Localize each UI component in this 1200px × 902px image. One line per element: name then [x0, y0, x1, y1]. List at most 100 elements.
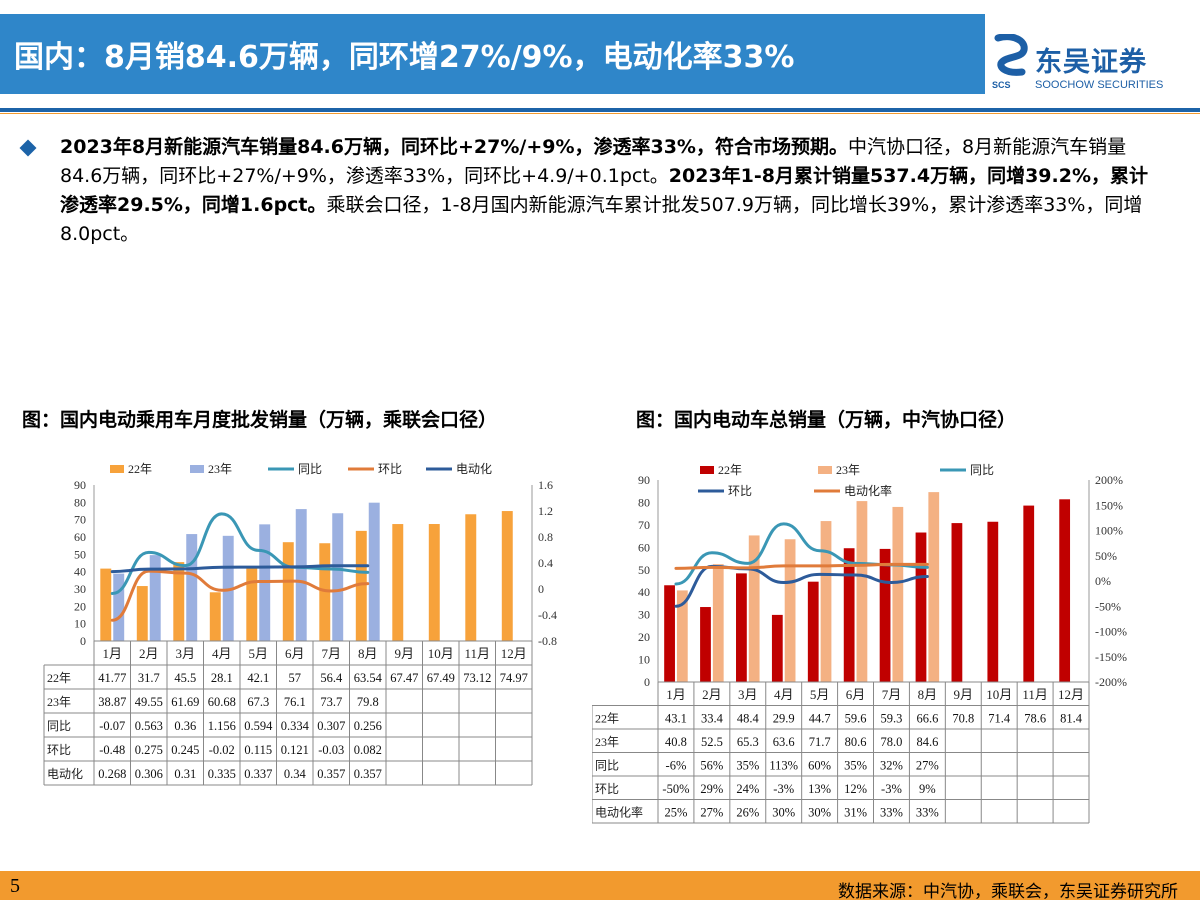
table-cell: 24%	[736, 782, 759, 796]
table-cell: 0.357	[354, 767, 382, 781]
left-tick-label: 60	[74, 530, 86, 544]
table-cell: -0.07	[99, 719, 125, 733]
table-cell: 70.8	[952, 711, 974, 725]
table-cell: 33.4	[701, 711, 724, 725]
header-divider-accent	[0, 113, 1200, 114]
table-cell: -0.48	[99, 743, 125, 757]
table-cell: 0.245	[171, 743, 199, 757]
right-tick-label: 150%	[1095, 498, 1123, 512]
left-tick-label: 10	[638, 653, 650, 667]
bar-23年	[186, 534, 198, 641]
left-tick-label: 40	[74, 565, 86, 579]
summary-highlight-2: 2023年1-8月累计销量537.4万辆，同增39.2%，累计渗透率29.5%，…	[60, 165, 1149, 216]
right-tick-label: -100%	[1095, 625, 1127, 639]
right-tick-label: -150%	[1095, 650, 1127, 664]
table-cell: 66.6	[916, 711, 938, 725]
right-tick-label: -50%	[1095, 599, 1121, 613]
bar-22年	[951, 523, 963, 682]
table-cell: 65.3	[737, 735, 759, 749]
bar-22年	[173, 562, 185, 641]
table-cell: 71.4	[988, 711, 1011, 725]
legend-swatch-22年	[110, 465, 124, 473]
table-cell: 42.1	[247, 671, 269, 685]
left-tick-label: 20	[638, 630, 650, 644]
left-tick-label: 60	[638, 540, 650, 554]
table-cell: 52.5	[701, 735, 723, 749]
table-cell: 0.335	[208, 767, 236, 781]
left-tick-label: 10	[74, 617, 86, 631]
bar-23年	[892, 506, 904, 682]
table-cell: 113%	[769, 758, 798, 772]
bar-23年	[368, 502, 380, 641]
bar-22年	[879, 548, 891, 682]
table-cell: 40.8	[665, 735, 687, 749]
table-cell: 79.8	[357, 695, 379, 709]
x-tick-label: 4月	[774, 687, 794, 702]
table-cell: 27%	[700, 805, 723, 819]
table-cell: 63.6	[773, 735, 795, 749]
table-cell: 60%	[808, 758, 831, 772]
bar-22年	[1059, 499, 1071, 682]
table-cell: 35%	[736, 758, 759, 772]
table-cell: 0.594	[244, 719, 273, 733]
left-tick-label: 90	[638, 473, 650, 487]
table-cell: 28.1	[211, 671, 233, 685]
table-cell: 33%	[916, 805, 939, 819]
bar-23年	[820, 521, 832, 682]
logo-chinese-name: 东吴证券	[1035, 47, 1147, 78]
right-tick-label: 1.2	[538, 504, 553, 518]
summary-highlight-1: 2023年8月新能源汽车销量84.6万辆，同环比+27%/+9%，渗透率33%，…	[60, 136, 848, 158]
bar-22年	[282, 542, 294, 641]
bar-22年	[807, 581, 819, 682]
bar-23年	[712, 564, 724, 682]
table-cell: 49.55	[135, 695, 163, 709]
table-cell: 76.1	[284, 695, 306, 709]
logo-abbreviation: SCS	[992, 80, 1011, 90]
bar-22年	[209, 592, 221, 641]
legend-label-电动化率: 电动化率	[844, 483, 892, 498]
legend-swatch-23年	[190, 465, 204, 473]
table-row-label: 同比	[595, 758, 619, 772]
table-cell: 26%	[736, 805, 759, 819]
table-cell: 67.3	[247, 695, 269, 709]
table-cell: 0.334	[281, 719, 310, 733]
bar-23年	[748, 535, 760, 682]
table-cell: 73.12	[463, 671, 491, 685]
logo-mark-icon	[994, 34, 1028, 76]
x-tick-label: 9月	[394, 646, 414, 661]
table-cell: 31%	[844, 805, 867, 819]
table-cell: 41.77	[98, 671, 126, 685]
table-cell: 0.121	[281, 743, 309, 757]
table-cell: 57	[289, 671, 302, 685]
table-cell: 29%	[700, 782, 723, 796]
x-tick-label: 8月	[918, 687, 938, 702]
x-tick-label: 1月	[666, 687, 686, 702]
table-cell: 71.7	[809, 735, 831, 749]
table-cell: 78.6	[1024, 711, 1046, 725]
table-cell: -0.03	[318, 743, 344, 757]
x-tick-label: 3月	[738, 687, 758, 702]
table-cell: 35%	[844, 758, 867, 772]
left-tick-label: 80	[74, 495, 86, 509]
table-cell: 0.275	[135, 743, 163, 757]
legend-label-23年: 23年	[208, 462, 232, 476]
table-cell: 63.54	[354, 671, 383, 685]
table-cell: 43.1	[665, 711, 687, 725]
table-cell: 1.156	[208, 719, 236, 733]
table-cell: 0.115	[244, 743, 272, 757]
right-tick-label: 1.6	[538, 478, 553, 492]
x-tick-label: 11月	[464, 646, 490, 661]
table-cell: 44.7	[809, 711, 831, 725]
table-cell: 0.337	[244, 767, 272, 781]
legend-label-23年: 23年	[836, 463, 860, 477]
table-cell: 74.97	[500, 671, 528, 685]
table-cell: 38.87	[98, 695, 126, 709]
x-tick-label: 6月	[846, 687, 866, 702]
table-cell: 56.4	[320, 671, 343, 685]
x-tick-label: 7月	[321, 646, 341, 661]
bar-22年	[843, 548, 855, 682]
legend-label-电动化: 电动化	[456, 462, 492, 476]
x-tick-label: 2月	[702, 687, 722, 702]
table-cell: 61.69	[171, 695, 199, 709]
x-tick-label: 8月	[358, 646, 378, 661]
